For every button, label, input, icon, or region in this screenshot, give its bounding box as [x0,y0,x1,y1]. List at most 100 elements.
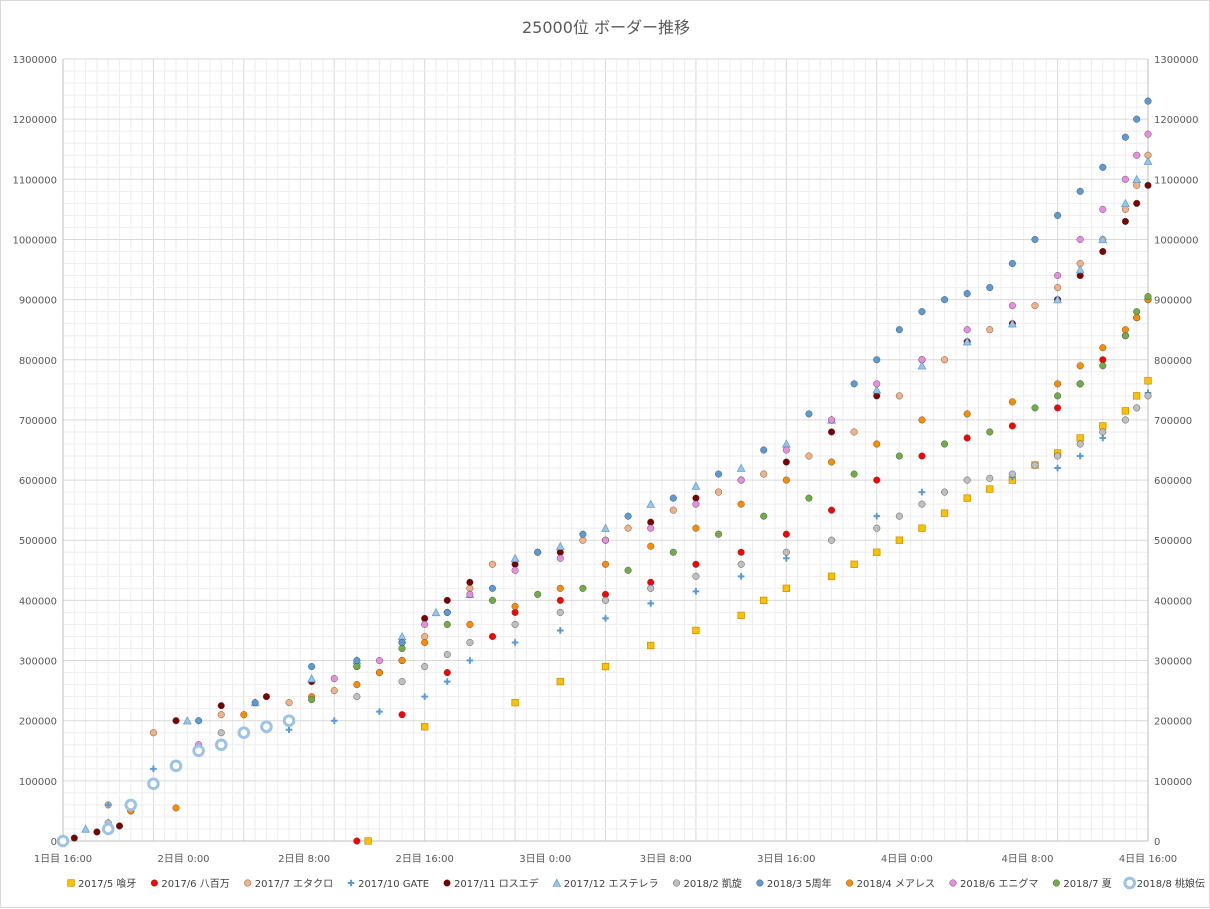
data-point [237,726,251,740]
data-point [1099,428,1107,436]
y-tick-label-right: 300000 [1154,657,1192,668]
data-point [1076,452,1084,460]
legend-item-9: 2018/6 エニグマ [949,877,1038,890]
data-point [647,518,655,526]
data-point [1121,332,1129,340]
legend-marker [1123,876,1136,890]
y-tick-label-right: 0 [1154,837,1160,848]
data-point [308,663,316,671]
data-point [1031,461,1039,469]
data-point [1031,302,1039,310]
y-tick-label-right: 500000 [1154,536,1192,547]
legend-marker [846,879,854,887]
legend-marker [673,879,681,887]
data-point [692,588,700,595]
data-point [1076,440,1084,448]
data-point [782,530,790,538]
data-point [760,512,768,520]
legend-marker [443,879,451,887]
data-point [443,669,451,677]
y-tick-label-right: 900000 [1154,296,1192,307]
data-point [873,380,881,388]
data-point [692,524,700,532]
data-points [56,97,1153,848]
data-point [1008,302,1016,310]
legend: 2017/5 喰牙 2017/6 八百万 2017/7 エタクロ 2017/10 GA… [67,876,1205,890]
data-point [1054,404,1062,412]
data-point [1144,392,1152,400]
legend-item-1: 2017/6 八百万 [150,878,230,890]
data-point [556,677,564,686]
data-point [1133,181,1141,189]
series-9 [195,130,1152,749]
data-point [511,566,519,574]
data-point [466,638,474,646]
data-point [1133,199,1141,207]
legend-item-4: 2017/11 ロスエデ [443,877,539,890]
data-point [421,638,429,646]
data-point [443,620,451,628]
legend-marker [756,879,764,887]
series-8 [127,296,1152,815]
legend-item-7: 2018/3 5周年 [756,877,832,890]
legend-label: 2017/10 GATE [358,879,429,890]
gridlines [62,58,1149,842]
data-point [466,620,474,628]
series-4 [70,181,1152,842]
data-point [715,488,723,496]
data-point [1099,422,1107,430]
legend-marker [347,879,355,887]
data-point [805,494,813,502]
data-point [285,726,293,734]
x-tick-label: 4日目 0:00 [881,854,933,865]
data-point [828,458,836,466]
data-point [511,602,519,610]
data-point [1121,416,1129,424]
data-point [70,834,78,842]
data-point [963,410,971,418]
data-point [1098,234,1108,244]
data-point [647,542,655,550]
legend-item-6: 2018/2 凱旋 [673,877,742,890]
y-tick-label-right: 1000000 [1154,235,1199,246]
legend-label: 2017/12 エステレラ [564,878,659,890]
data-point [737,560,745,568]
legend-marker [552,878,562,887]
data-point [556,548,564,556]
data-point [217,711,225,719]
data-point [421,620,429,628]
data-point [782,446,790,454]
data-point [692,572,700,580]
data-point [93,828,101,836]
data-point [873,392,881,400]
y-tick-label-right: 700000 [1154,416,1192,427]
data-point [737,611,745,620]
data-point [737,500,745,508]
data-point [1008,398,1016,406]
data-point [1132,174,1142,183]
data-point [828,536,836,544]
data-point [962,337,972,346]
legend-marker [67,879,75,887]
data-point [624,512,632,520]
data-point [963,434,971,442]
legend-marker [150,879,158,887]
data-point [214,738,228,752]
legend-label: 2018/2 凱旋 [684,877,742,890]
data-point [601,662,610,671]
y-tick-label-left: 700000 [19,416,57,427]
data-point [1121,326,1129,334]
data-point [941,356,949,364]
data-point [986,284,994,292]
data-point [398,645,406,653]
data-point [872,385,882,394]
series-10 [308,293,1152,704]
legend-label: 2018/7 夏 [1063,878,1111,890]
data-point [308,696,316,704]
data-point [579,536,587,544]
data-point [1075,264,1085,274]
data-point [850,428,858,436]
data-point [737,476,745,484]
data-point [828,428,836,436]
data-point [510,553,520,562]
